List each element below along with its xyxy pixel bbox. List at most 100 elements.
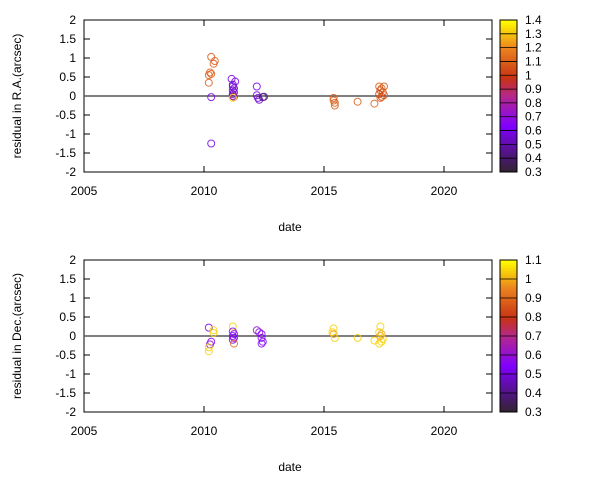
data-point xyxy=(353,97,362,106)
colorbar-band xyxy=(500,343,517,347)
colorbar-tick-label: 0.7 xyxy=(525,110,542,124)
colorbar-band xyxy=(500,265,517,269)
data-point xyxy=(228,335,237,344)
colorbar-tick-label: 0.8 xyxy=(525,96,542,110)
data-point xyxy=(377,330,386,339)
colorbar-band xyxy=(500,292,517,296)
colorbar-tick-label: 1.1 xyxy=(525,253,542,267)
colorbar-tick-label: 0.6 xyxy=(525,124,542,138)
colorbar-band xyxy=(500,330,517,334)
colorbar-band xyxy=(500,20,517,24)
colorbar-band xyxy=(500,379,517,383)
data-point xyxy=(375,339,384,348)
colorbar-band xyxy=(500,396,517,400)
colorbar-band xyxy=(500,282,517,286)
colorbar-band xyxy=(500,341,517,345)
colorbar-band xyxy=(500,394,517,398)
colorbar-band xyxy=(500,63,517,67)
data-point xyxy=(329,324,338,333)
data-point xyxy=(376,93,385,102)
colorbar-band xyxy=(500,300,517,304)
colorbar-band xyxy=(500,25,517,29)
colorbar-band xyxy=(500,50,517,54)
y-tick-label: 1 xyxy=(69,291,76,305)
data-point xyxy=(258,337,267,346)
colorbar-band xyxy=(500,88,517,92)
colorbar-band xyxy=(500,85,517,89)
y-tick-label: 0 xyxy=(69,329,76,343)
colorbar-band xyxy=(500,90,517,94)
data-point xyxy=(228,332,237,340)
colorbar-band xyxy=(500,27,517,31)
colorbar-band xyxy=(500,262,517,266)
data-point xyxy=(257,330,266,339)
data-point xyxy=(377,92,386,101)
data-point xyxy=(204,78,213,87)
colorbar-band xyxy=(500,22,517,26)
colorbar-band xyxy=(500,374,517,378)
x-tick-label: 2010 xyxy=(191,184,218,198)
colorbar-band xyxy=(500,103,517,107)
colorbar-band xyxy=(500,320,517,324)
colorbar-band xyxy=(500,328,517,332)
colorbar-band xyxy=(500,280,517,284)
data-point xyxy=(260,92,268,101)
colorbar-band xyxy=(500,164,517,168)
x-tick-label: 2005 xyxy=(71,424,98,438)
data-point xyxy=(329,330,338,339)
colorbar-band xyxy=(500,356,517,360)
colorbar-band xyxy=(500,55,517,59)
data-point xyxy=(204,71,213,80)
colorbar-band xyxy=(500,376,517,380)
y-tick-label: 1.5 xyxy=(59,272,76,286)
y-tick-label: -2 xyxy=(65,165,76,179)
colorbar-band xyxy=(500,42,517,46)
colorbar-frame xyxy=(499,19,518,173)
colorbar-band xyxy=(500,126,517,130)
colorbar-tick-label: 1 xyxy=(525,272,532,286)
colorbar-band xyxy=(500,118,517,122)
data-point xyxy=(209,326,218,335)
colorbar-tick-label: 0.8 xyxy=(525,310,542,324)
colorbar-band xyxy=(500,73,517,77)
data-point xyxy=(228,82,237,91)
colorbar-band xyxy=(500,98,517,102)
data-point xyxy=(230,339,238,348)
y-tick-label: -1 xyxy=(65,367,76,381)
colorbar-band xyxy=(500,406,517,410)
colorbar-band xyxy=(500,318,517,322)
colorbar-band xyxy=(500,35,517,39)
colorbar-band xyxy=(500,285,517,289)
colorbar-tick-label: 1.1 xyxy=(525,54,542,68)
colorbar-band xyxy=(500,358,517,362)
data-point xyxy=(370,99,379,108)
data-point xyxy=(330,98,339,107)
x-tick-label: 2020 xyxy=(431,184,458,198)
plot-1: 2 1.5 1 0.5 0 -0.5 -1 -1.5 -2 2005 2010 2015 2020 dat… xyxy=(10,13,542,234)
colorbar-band xyxy=(500,260,517,264)
data-point xyxy=(330,101,339,110)
colorbar-band xyxy=(500,60,517,64)
colorbar-band xyxy=(500,65,517,69)
y-tick-label: -1.5 xyxy=(55,386,76,400)
colorbar-band xyxy=(500,270,517,274)
colorbar-band xyxy=(500,351,517,355)
colorbar-tick-label: 0.5 xyxy=(525,137,542,151)
colorbar-band xyxy=(500,149,517,153)
colorbar-band xyxy=(500,47,517,51)
colorbar-band xyxy=(500,144,517,148)
colorbar-tick-label: 0.5 xyxy=(525,367,542,381)
data-point xyxy=(207,139,216,148)
colorbar-tick-label: 0.4 xyxy=(525,151,542,165)
x-axis-label: date xyxy=(278,460,302,474)
colorbar-band xyxy=(500,361,517,365)
colorbar-band xyxy=(500,371,517,375)
colorbar-band xyxy=(500,325,517,329)
y-axis-label: residual in Dec.(arcsec) xyxy=(10,273,24,399)
data-point xyxy=(204,347,213,356)
data-point xyxy=(257,333,266,342)
colorbar-tick-label: 1.2 xyxy=(525,41,542,55)
colorbar-band xyxy=(500,295,517,299)
colorbar-tick-label: 0.6 xyxy=(525,348,542,362)
colorbar-band xyxy=(500,310,517,314)
